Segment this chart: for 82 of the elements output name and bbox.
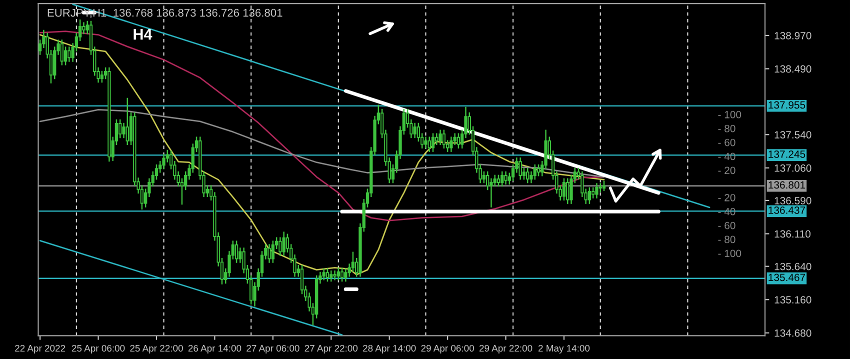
ref-line-label: 136.801	[768, 181, 806, 189]
ref-line-label: 136.437	[768, 206, 806, 214]
annotation: - 60	[718, 138, 736, 146]
x-tick-label: 22 Apr 2022	[15, 344, 66, 354]
candlestick	[496, 174, 500, 188]
candlestick	[450, 136, 453, 153]
candlestick	[595, 182, 598, 200]
candlestick	[533, 164, 536, 180]
x-tick-label: 26 Apr 14:00	[188, 344, 242, 354]
annotation: - 80	[718, 236, 736, 244]
candlestick	[442, 129, 446, 150]
annotation: - 60	[718, 222, 736, 230]
candlestick	[326, 268, 330, 282]
y-tick-label: 138.970	[774, 32, 812, 40]
candlestick	[428, 136, 431, 153]
x-tick-label: 25 Apr 22:00	[130, 344, 183, 354]
y-tick-label: 137.540	[774, 131, 812, 138]
candlestick	[344, 268, 348, 282]
candlestick	[330, 270, 333, 282]
candlestick	[162, 153, 166, 170]
ref-line-label: 135.467	[768, 274, 806, 282]
candlestick	[536, 164, 540, 177]
candlestick	[490, 178, 493, 208]
y-tick-label: 137.060	[774, 164, 812, 172]
x-tick-label: 29 Apr 06:00	[421, 344, 474, 354]
candlestick	[322, 268, 326, 281]
candlestick	[413, 122, 416, 139]
candlestick	[333, 270, 336, 281]
candlestick	[126, 97, 129, 146]
candlestick	[504, 170, 508, 186]
candlestick	[518, 156, 522, 180]
candlestick	[482, 170, 486, 184]
x-tick-label: 27 Apr 06:00	[246, 344, 300, 354]
candlestick	[438, 129, 442, 146]
candlestick	[336, 267, 340, 281]
candlestick	[456, 132, 460, 150]
candlestick	[60, 39, 64, 66]
candlestick	[602, 180, 606, 192]
candlestick	[64, 46, 68, 66]
candlestick	[68, 46, 71, 62]
chart-title: EURJPY,H1 136.768 136.873 136.726 136.801	[48, 8, 282, 18]
candlestick	[562, 178, 566, 202]
candlestick	[526, 167, 530, 184]
candlestick	[122, 122, 126, 139]
ref-line-label: 137.245	[768, 150, 806, 158]
candlestick	[588, 186, 592, 205]
annotation: - 20	[718, 166, 736, 174]
candlestick	[435, 132, 438, 146]
candlestick	[351, 251, 355, 273]
candlestick	[592, 186, 595, 200]
y-tick-label: 135.640	[774, 262, 812, 270]
candlestick	[82, 22, 86, 35]
annotation: - 80	[718, 124, 736, 132]
line-series	[39, 108, 605, 178]
candlestick	[234, 240, 238, 264]
y-tick-label: 136.110	[774, 230, 811, 238]
x-tick-label: 29 Apr 22:00	[479, 344, 532, 354]
x-tick-label: 27 Apr 22:00	[304, 344, 358, 354]
x-tick-label: 25 Apr 06:00	[72, 344, 125, 354]
annotation: H4	[134, 29, 152, 40]
annotation: - 20	[718, 194, 736, 202]
candlestick	[271, 240, 274, 264]
y-tick-label: 135.160	[774, 296, 812, 304]
candlestick	[340, 267, 344, 282]
ref-line-label: 137.955	[768, 101, 806, 109]
candlestick	[278, 236, 282, 257]
candlestick	[118, 118, 122, 139]
candlestick	[268, 244, 271, 264]
candlestick	[282, 231, 286, 257]
candlestick	[598, 182, 602, 193]
candlestick	[431, 132, 435, 153]
x-tick-label: 2 May 14:00	[538, 344, 590, 354]
y-tick-label: 138.490	[774, 65, 812, 73]
candlestick	[500, 170, 504, 188]
y-tick-label: 134.680	[774, 329, 812, 337]
candlestick	[100, 70, 104, 84]
candlestick	[424, 136, 428, 150]
annotation: - 100	[718, 250, 742, 258]
annotation: - 100	[718, 110, 742, 118]
x-tick-label: 28 Apr 14:00	[363, 344, 416, 354]
y-tick-label: 136.590	[774, 196, 812, 204]
candlestick	[566, 178, 570, 205]
